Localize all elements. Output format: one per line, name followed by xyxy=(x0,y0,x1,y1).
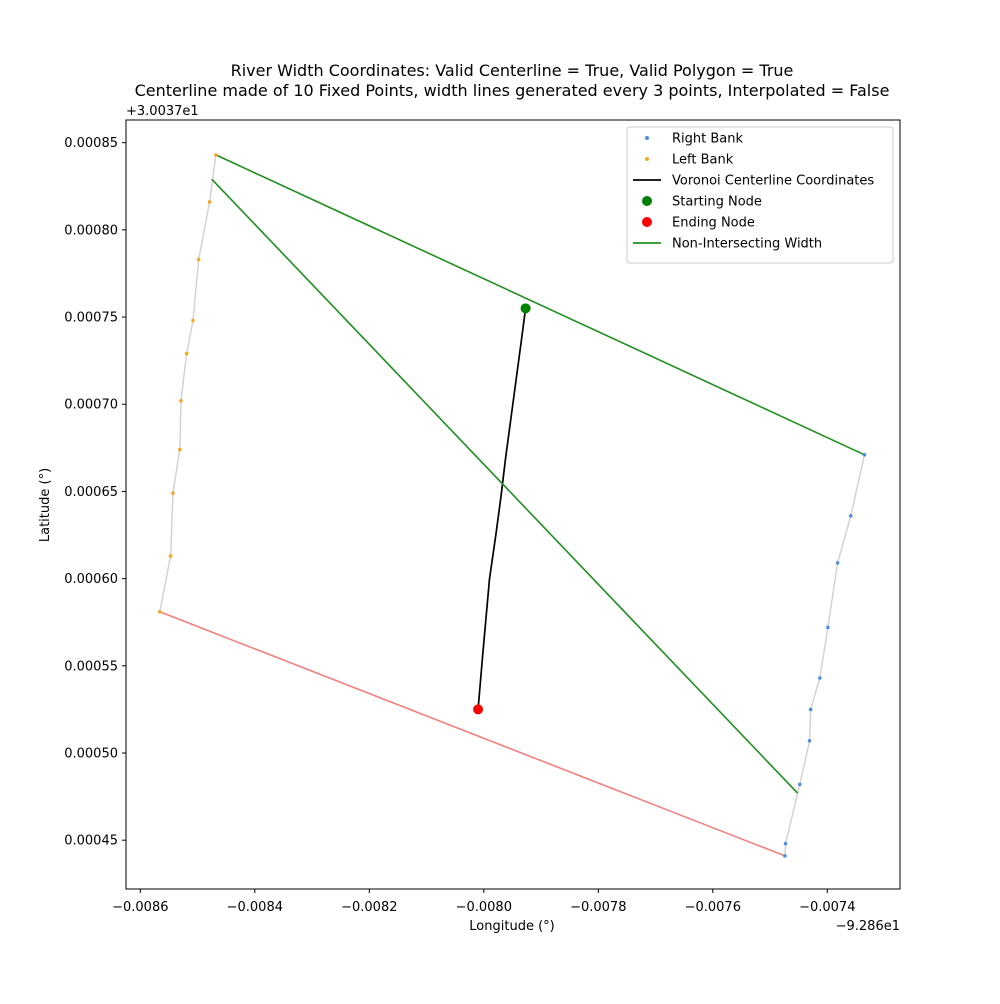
point xyxy=(207,200,212,204)
x-offset: −9.286e1 xyxy=(836,919,900,934)
point xyxy=(848,514,853,518)
plot-frame xyxy=(125,119,901,890)
point xyxy=(171,491,175,495)
x-tick-label: −0.0084 xyxy=(227,900,283,915)
bank-outline xyxy=(784,454,866,856)
point xyxy=(826,625,830,630)
y-tick-label: 0.00045 xyxy=(64,834,118,849)
y-tick-label: 0.00055 xyxy=(64,659,118,674)
y-offset: +3.0037e1 xyxy=(126,104,199,119)
y-axis-label: Latitude (°) xyxy=(38,468,53,542)
point xyxy=(835,561,840,565)
point xyxy=(191,318,195,323)
point xyxy=(157,609,162,614)
legend-marker xyxy=(645,136,649,140)
point xyxy=(798,782,802,787)
x-tick-label: −0.0078 xyxy=(570,900,626,915)
legend-marker xyxy=(642,196,652,206)
point xyxy=(520,303,531,314)
bank-outline xyxy=(159,154,217,612)
width-line xyxy=(159,610,786,857)
point xyxy=(214,153,218,157)
point xyxy=(473,704,484,715)
y-tick-label: 0.00065 xyxy=(64,485,118,500)
point xyxy=(862,453,867,457)
point xyxy=(783,854,787,858)
legend-label: Ending Node xyxy=(672,216,755,231)
legend-marker xyxy=(645,157,649,161)
point xyxy=(179,398,183,403)
legend-label: Right Bank xyxy=(672,132,743,147)
x-tick-label: −0.0082 xyxy=(341,900,397,915)
point xyxy=(184,351,189,356)
x-tick-label: −0.0080 xyxy=(456,900,512,915)
legend-label: Non-Intersecting Width xyxy=(672,237,822,252)
legend-label: Voronoi Centerline Coordinates xyxy=(672,174,874,189)
legend-box xyxy=(626,126,894,264)
point xyxy=(808,707,813,712)
y-tick-label: 0.00075 xyxy=(64,311,118,326)
chart-subtitle: Centerline made of 10 Fixed Points, widt… xyxy=(135,81,890,100)
legend-label: Left Bank xyxy=(672,153,734,168)
point xyxy=(168,554,173,558)
y-tick-label: 0.00050 xyxy=(64,746,118,761)
x-tick-label: −0.0076 xyxy=(685,900,741,915)
legend: Right Bank Left Bank Voronoi Centerline Co… xyxy=(626,126,894,264)
series-line xyxy=(211,154,865,794)
legend-marker xyxy=(642,217,652,227)
point xyxy=(178,447,182,452)
point xyxy=(807,738,812,743)
point xyxy=(783,841,788,846)
point xyxy=(818,676,822,680)
point xyxy=(196,257,201,262)
x-tick-label: −0.0074 xyxy=(799,900,855,915)
y-tick-label: 0.00060 xyxy=(64,572,118,587)
y-tick-label: 0.00070 xyxy=(64,398,118,413)
chart-title: River Width Coordinates: Valid Centerlin… xyxy=(231,61,794,80)
series-line xyxy=(477,308,527,710)
y-tick-label: 0.00080 xyxy=(64,223,118,238)
x-tick-label: −0.0086 xyxy=(112,900,168,915)
x-axis-label: Longitude (°) xyxy=(469,919,554,934)
legend-label: Starting Node xyxy=(672,195,762,210)
y-tick-label: 0.00085 xyxy=(64,136,118,151)
